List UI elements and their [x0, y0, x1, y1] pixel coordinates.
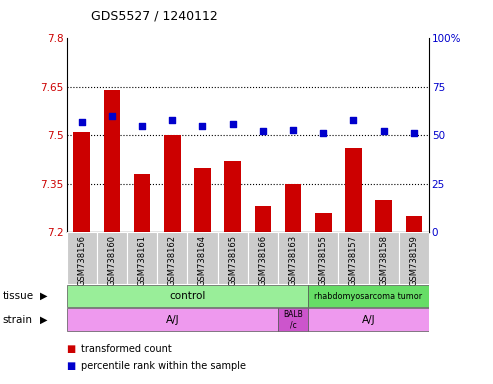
Point: [350, 117, 357, 123]
FancyBboxPatch shape: [278, 232, 308, 284]
Point: [259, 128, 267, 134]
FancyBboxPatch shape: [127, 232, 157, 284]
Text: strain: strain: [2, 315, 33, 325]
Text: GSM738161: GSM738161: [138, 235, 146, 286]
FancyBboxPatch shape: [248, 232, 278, 284]
Text: tissue: tissue: [2, 291, 34, 301]
Text: control: control: [169, 291, 206, 301]
FancyBboxPatch shape: [338, 232, 368, 284]
Point: [410, 130, 418, 136]
Text: GSM738162: GSM738162: [168, 235, 177, 286]
Bar: [345, 148, 362, 232]
Text: A/J: A/J: [362, 315, 375, 325]
FancyBboxPatch shape: [278, 308, 308, 331]
Bar: [315, 213, 331, 232]
Text: transformed count: transformed count: [81, 344, 172, 354]
Text: GSM738165: GSM738165: [228, 235, 237, 286]
Text: ▶: ▶: [40, 291, 48, 301]
Text: GSM738160: GSM738160: [107, 235, 116, 286]
Text: GSM738164: GSM738164: [198, 235, 207, 286]
Bar: [134, 174, 150, 232]
Text: ▶: ▶: [40, 315, 48, 325]
Point: [78, 119, 86, 125]
Text: percentile rank within the sample: percentile rank within the sample: [81, 361, 246, 371]
FancyBboxPatch shape: [157, 232, 187, 284]
Text: rhabdomyosarcoma tumor: rhabdomyosarcoma tumor: [315, 291, 423, 301]
FancyBboxPatch shape: [97, 232, 127, 284]
Point: [380, 128, 387, 134]
FancyBboxPatch shape: [368, 232, 399, 284]
Point: [108, 113, 116, 119]
Bar: [254, 207, 271, 232]
Text: GSM738163: GSM738163: [288, 235, 298, 286]
Text: ■: ■: [67, 361, 76, 371]
Text: GSM738159: GSM738159: [409, 235, 419, 286]
Text: GSM738156: GSM738156: [77, 235, 86, 286]
Bar: [73, 132, 90, 232]
FancyBboxPatch shape: [308, 308, 429, 331]
Text: GSM738166: GSM738166: [258, 235, 267, 286]
Text: A/J: A/J: [166, 315, 179, 325]
Text: BALB
/c: BALB /c: [283, 310, 303, 329]
Bar: [164, 136, 180, 232]
FancyBboxPatch shape: [67, 232, 97, 284]
FancyBboxPatch shape: [308, 232, 338, 284]
Text: GDS5527 / 1240112: GDS5527 / 1240112: [91, 10, 218, 23]
Point: [138, 122, 146, 129]
Bar: [194, 168, 211, 232]
Point: [289, 126, 297, 132]
Text: ■: ■: [67, 344, 76, 354]
Point: [199, 122, 207, 129]
FancyBboxPatch shape: [399, 232, 429, 284]
Text: GSM738158: GSM738158: [379, 235, 388, 286]
Point: [319, 130, 327, 136]
Bar: [285, 184, 301, 232]
Text: GSM738155: GSM738155: [318, 235, 328, 286]
FancyBboxPatch shape: [308, 285, 429, 308]
Bar: [375, 200, 392, 232]
Bar: [406, 216, 422, 232]
FancyBboxPatch shape: [67, 308, 278, 331]
Point: [168, 117, 176, 123]
Point: [229, 121, 237, 127]
Bar: [104, 90, 120, 232]
FancyBboxPatch shape: [217, 232, 248, 284]
Bar: [224, 161, 241, 232]
Text: GSM738157: GSM738157: [349, 235, 358, 286]
FancyBboxPatch shape: [67, 285, 308, 308]
FancyBboxPatch shape: [187, 232, 217, 284]
